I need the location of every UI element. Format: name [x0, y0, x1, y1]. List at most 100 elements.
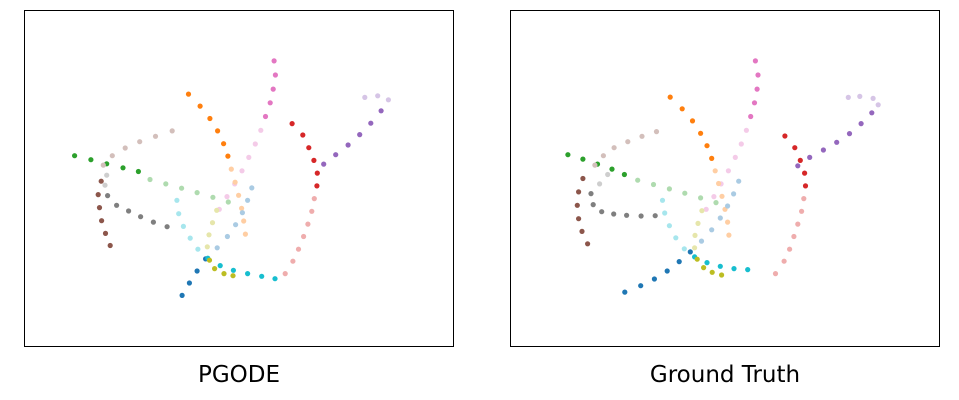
- ground-truth-point-s3-p5: [726, 232, 732, 238]
- pgode-point-s14-p4: [224, 233, 230, 240]
- pgode-point-s14-p1: [245, 197, 251, 203]
- pgode-point-s13-p3: [138, 214, 144, 220]
- ground-truth-point-s18-p2: [692, 232, 698, 238]
- ground-truth-point-s7-p1: [858, 121, 864, 127]
- ground-truth-point-s7-p5: [807, 154, 813, 160]
- ground-truth-point-s10-p0: [653, 129, 660, 135]
- pgode-point-s5-p0: [311, 196, 317, 202]
- pgode-point-s14-p5: [214, 245, 220, 251]
- pgode-point-s4-p1: [300, 132, 306, 138]
- ground-truth-point-s6-p3: [875, 102, 881, 108]
- pgode-point-s1-p5: [224, 194, 230, 200]
- pgode-point-s16-p4: [195, 246, 201, 252]
- pgode-point-s10-p0: [169, 128, 175, 134]
- pgode-point-s3-p3: [239, 205, 245, 211]
- ground-truth-point-s16-p2: [666, 223, 672, 229]
- ground-truth-point-s17-p1: [704, 260, 710, 266]
- pgode-point-s4-p3: [311, 157, 317, 163]
- ground-truth-point-s14-p4: [709, 227, 715, 233]
- ground-truth-point-s13-p6: [652, 213, 658, 219]
- pgode-point-s15-p3: [179, 292, 185, 298]
- pgode-point-s3-p0: [228, 166, 234, 172]
- pgode-point-s4-p2: [306, 145, 312, 151]
- ground-truth-point-s13-p4: [624, 212, 630, 218]
- ground-truth-point-s13-p1: [590, 202, 596, 208]
- ground-truth-point-s5-p0: [801, 196, 807, 202]
- pgode-point-s17-p1: [217, 263, 223, 269]
- ground-truth-point-s0-p2: [754, 86, 760, 92]
- pgode-point-s2-p2: [207, 115, 213, 122]
- pgode-point-s4-p0: [289, 121, 295, 127]
- pgode-point-s9-p1: [163, 181, 169, 187]
- ground-truth-point-s7-p2: [846, 131, 853, 137]
- ground-truth-point-s11-p2: [574, 202, 580, 208]
- ground-truth-point-s1-p5: [711, 194, 717, 200]
- pgode-point-s9-p3: [194, 190, 200, 196]
- pgode-point-s11-p2: [96, 205, 103, 211]
- pgode-point-s16-p0: [174, 197, 180, 203]
- ground-truth-point-s1-p6: [703, 206, 709, 212]
- ground-truth-point-s16-p0: [659, 197, 666, 203]
- ground-truth-point-s9-p5: [713, 200, 719, 206]
- ground-truth-point-s3-p4: [725, 219, 731, 225]
- pgode-point-s17-p2: [230, 267, 236, 273]
- ground-truth-point-s6-p2: [870, 95, 876, 101]
- pgode-point-s2-p1: [197, 103, 203, 109]
- ground-truth-point-s3-p1: [716, 180, 722, 187]
- ground-truth-point-s2-p4: [704, 143, 710, 149]
- ground-truth-point-s15-p1: [676, 259, 682, 265]
- ground-truth-point-s1-p3: [725, 168, 731, 174]
- pgode-point-s3-p1: [232, 179, 238, 185]
- pgode-point-s13-p2: [126, 208, 132, 214]
- pgode-point-s5-p5: [290, 258, 296, 264]
- pgode-point-s19-p2: [221, 271, 227, 277]
- pgode-point-s7-p0: [378, 108, 384, 114]
- pgode-point-s17-p4: [259, 273, 265, 279]
- pgode-point-s18-p1: [209, 220, 216, 226]
- pgode-point-s1-p3: [239, 168, 245, 174]
- pgode-point-s10-p1: [152, 133, 159, 139]
- pgode-point-s9-p4: [210, 194, 216, 200]
- ground-truth-point-s11-p0: [580, 175, 586, 182]
- pgode-point-s16-p1: [176, 211, 182, 217]
- ground-truth-point-s16-p4: [681, 246, 687, 252]
- ground-truth-point-s1-p2: [732, 154, 738, 160]
- ground-truth-point-s15-p0: [687, 249, 693, 255]
- ground-truth-point-s5-p3: [791, 233, 797, 240]
- pgode-point-s18-p3: [204, 244, 210, 250]
- ground-truth-point-s19-p3: [719, 272, 725, 278]
- ground-truth-point-s14-p0: [736, 178, 742, 184]
- pgode-point-s11-p1: [95, 192, 101, 198]
- pgode-point-s14-p2: [239, 210, 245, 216]
- pgode-point-s13-p0: [105, 193, 111, 199]
- pgode-point-s4-p4: [314, 170, 320, 176]
- ground-truth-scatter: [565, 58, 881, 295]
- ground-truth-point-s15-p5: [622, 289, 628, 295]
- ground-truth-point-s5-p5: [781, 258, 787, 264]
- pgode-point-s19-p0: [206, 257, 213, 263]
- ground-truth-point-s7-p3: [834, 139, 840, 145]
- ground-truth-point-s2-p1: [679, 106, 685, 112]
- pgode-point-s2-p3: [215, 128, 221, 134]
- ground-truth-point-s7-p6: [795, 163, 801, 169]
- ground-truth-point-s7-p4: [820, 147, 826, 153]
- ground-truth-point-s16-p3: [673, 235, 679, 241]
- ground-truth-point-s10-p4: [600, 153, 606, 159]
- pgode-point-s4-p5: [314, 183, 320, 189]
- ground-truth-point-s5-p4: [787, 246, 793, 252]
- pgode-point-s0-p2: [270, 86, 276, 92]
- pgode-point-s18-p2: [206, 232, 212, 238]
- ground-truth-point-s8-p4: [621, 171, 627, 178]
- ground-truth-point-s14-p5: [698, 238, 705, 244]
- pgode-point-s9-p5: [225, 199, 231, 205]
- pgode-point-s10-p5: [100, 162, 106, 168]
- pgode-point-s2-p0: [185, 91, 192, 97]
- ground-truth-point-s15-p2: [664, 268, 670, 274]
- ground-truth-point-s6-p0: [845, 94, 851, 100]
- ground-truth-point-s11-p5: [585, 241, 591, 247]
- pgode-point-s19-p1: [212, 266, 218, 272]
- pgode-point-s10-p4: [109, 153, 115, 159]
- ground-truth-point-s5-p2: [795, 221, 801, 227]
- ground-truth-point-s18-p1: [695, 220, 701, 226]
- ground-truth-point-s9-p2: [666, 186, 672, 192]
